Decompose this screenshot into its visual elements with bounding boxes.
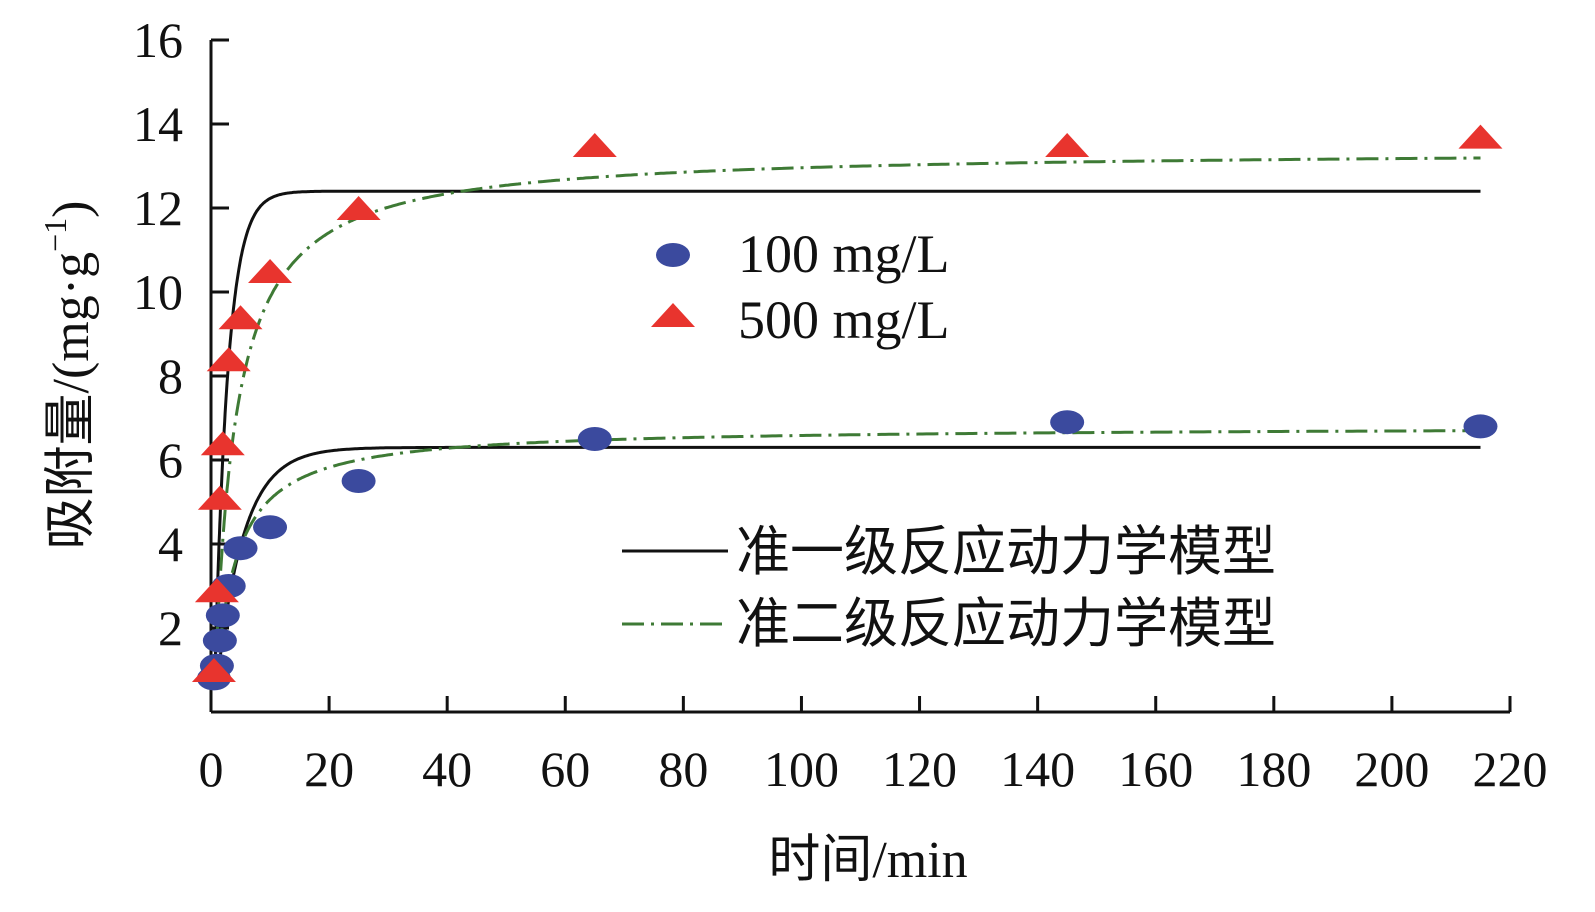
tick-labels: 0 20 40 60 80 100 120 140 160 180 200 220 2 4 6 8 10 12 14… bbox=[133, 12, 1548, 797]
ticks bbox=[211, 38, 1512, 712]
data-point-circle bbox=[1050, 410, 1085, 435]
legend-series: 100 mg/L 500 mg/L bbox=[651, 224, 950, 350]
data-point-triangle bbox=[248, 259, 293, 283]
x-tick-label: 220 bbox=[1473, 741, 1548, 797]
model-curve-pfo bbox=[213, 189, 1481, 689]
data-point-triangle bbox=[336, 196, 381, 220]
y-tick-label: 12 bbox=[133, 180, 183, 236]
model-curve-pfo bbox=[214, 445, 1481, 689]
x-tick-label: 0 bbox=[199, 741, 224, 797]
x-tick-label: 40 bbox=[422, 741, 472, 797]
model-curves bbox=[213, 156, 1481, 689]
data-point-triangle bbox=[200, 431, 245, 456]
y-axis-title-close: ) bbox=[43, 201, 100, 218]
legend-label-100: 100 mg/L bbox=[738, 224, 950, 284]
data-point-triangle bbox=[1045, 133, 1090, 157]
model-curve-pso bbox=[214, 429, 1481, 689]
data-point-triangle bbox=[1458, 124, 1503, 149]
data-points bbox=[191, 124, 1503, 691]
legend-label-500: 500 mg/L bbox=[738, 290, 950, 350]
x-tick-label: 120 bbox=[882, 741, 957, 797]
legend-label-pso: 准二级反应动力学模型 bbox=[736, 594, 1276, 654]
legend-label-pfo: 准一级反应动力学模型 bbox=[736, 522, 1276, 582]
x-tick-label: 20 bbox=[304, 741, 354, 797]
legend-models: 准一级反应动力学模型 准二级反应动力学模型 bbox=[622, 522, 1276, 654]
y-tick-label: 16 bbox=[133, 12, 183, 68]
x-axis-title: 时间/min bbox=[768, 832, 967, 889]
data-point-triangle bbox=[191, 658, 236, 682]
x-tick-label: 180 bbox=[1236, 741, 1311, 797]
data-point-circle bbox=[577, 427, 612, 451]
y-tick-label: 6 bbox=[158, 432, 183, 488]
legend-marker-triangle bbox=[651, 303, 695, 327]
y-tick-label: 2 bbox=[158, 600, 183, 656]
data-point-circle bbox=[253, 515, 288, 540]
data-point-triangle bbox=[572, 133, 617, 157]
y-axis-title-sup: −1 bbox=[37, 218, 73, 252]
y-tick-label: 8 bbox=[158, 348, 183, 404]
y-axis-title: 吸附量/(mg·g−1) bbox=[37, 201, 100, 550]
data-point-circle bbox=[205, 603, 240, 628]
y-axis-title-main: 吸附量/(mg·g bbox=[43, 252, 100, 550]
data-point-triangle bbox=[194, 578, 239, 603]
x-tick-label: 140 bbox=[1000, 741, 1075, 797]
y-tick-label: 14 bbox=[133, 96, 183, 152]
data-point-triangle bbox=[206, 347, 251, 372]
model-curve-pso bbox=[213, 156, 1481, 689]
data-point-circle bbox=[202, 628, 237, 653]
y-tick-label: 10 bbox=[133, 264, 183, 320]
x-tick-label: 200 bbox=[1354, 741, 1429, 797]
data-point-circle bbox=[223, 536, 258, 561]
data-point-triangle bbox=[218, 305, 263, 330]
x-tick-label: 100 bbox=[764, 741, 839, 797]
data-point-triangle bbox=[197, 485, 242, 510]
legend-marker-circle bbox=[656, 243, 690, 267]
x-tick-label: 160 bbox=[1118, 741, 1193, 797]
y-tick-label: 4 bbox=[158, 516, 183, 572]
x-tick-label: 80 bbox=[658, 741, 708, 797]
data-point-circle bbox=[1463, 414, 1498, 439]
data-point-circle bbox=[341, 469, 376, 493]
x-tick-label: 60 bbox=[540, 741, 590, 797]
